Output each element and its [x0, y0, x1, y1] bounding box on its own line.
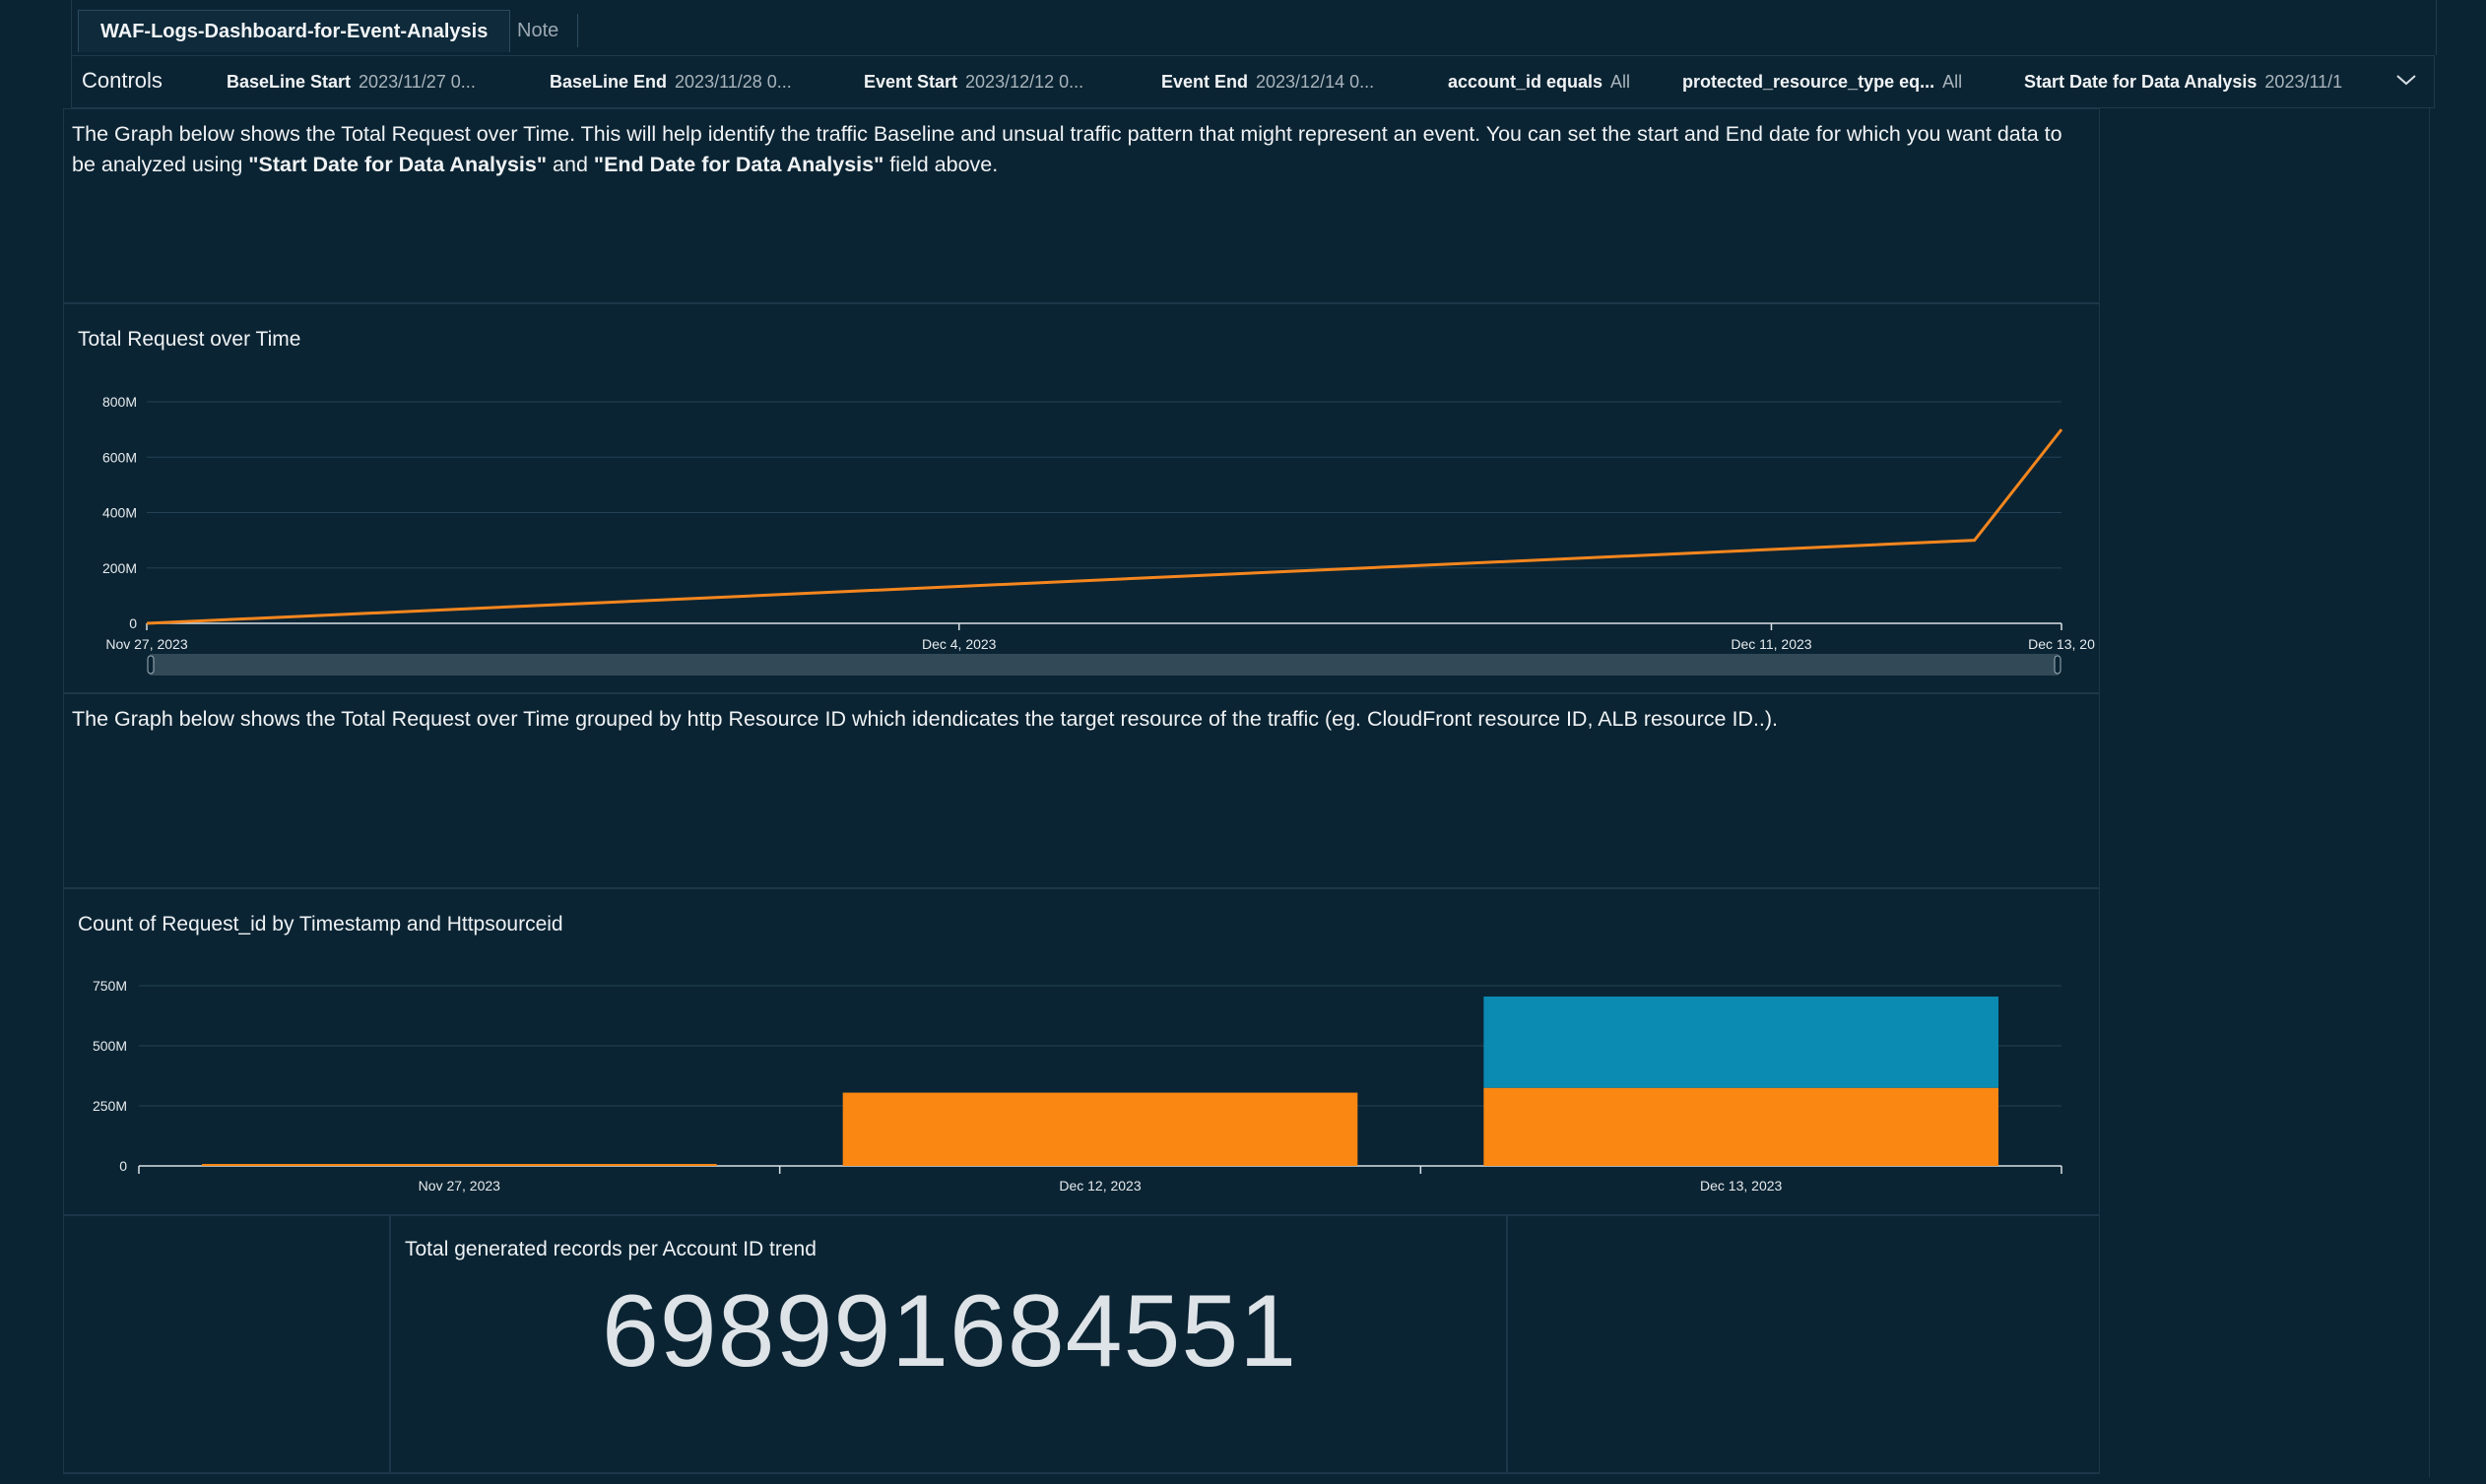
line-chart[interactable]: 0 200M 400M 600M 800M Nov 27, 2023 Dec 4, 2023… — [64, 304, 2099, 692]
bar-segment — [202, 1164, 717, 1166]
text-panel-resource: The Graph below shows the Total Request … — [63, 693, 2100, 888]
bar-segment — [1483, 996, 1998, 1088]
line-chart-title: Total Request over Time — [78, 328, 301, 351]
control-account-id[interactable]: account_id equals All — [1448, 72, 1630, 93]
kpi-panel: Total generated records per Account ID t… — [390, 1215, 1507, 1473]
range-slider-track — [149, 654, 2060, 676]
bar-chart-title: Count of Request_id by Timestamp and Htt… — [78, 913, 563, 936]
control-value: 2023/11/27 0... — [359, 72, 476, 92]
range-handle-left — [147, 655, 155, 675]
control-baseline-start[interactable]: BaseLine Start 2023/11/27 0... — [227, 72, 476, 93]
bar-chart-panel: Count of Request_id by Timestamp and Htt… — [63, 888, 2100, 1215]
empty-panel-right — [1507, 1215, 2100, 1473]
controls-title: Controls — [82, 68, 163, 93]
control-value: 2023/11/28 0... — [675, 72, 792, 92]
x-tick-label: Dec 12, 2023 — [1059, 1178, 1141, 1194]
kpi-title: Total generated records per Account ID t… — [405, 1238, 817, 1260]
description-bold-end: "End Date for Data Analysis" — [593, 153, 884, 176]
control-label: BaseLine Start — [227, 72, 352, 92]
tab-bar: WAF-Logs-Dashboard-for-Event-Analysis No… — [71, 0, 2437, 55]
bar-segment — [1483, 1087, 1998, 1166]
description-bold-start: "Start Date for Data Analysis" — [248, 153, 548, 176]
description-part: The Graph below shows the Total Request … — [72, 122, 2062, 176]
control-value: 2023/12/14 0... — [1256, 72, 1375, 92]
controls-bar: Controls BaseLine Start 2023/11/27 0... B… — [71, 55, 2435, 108]
control-value: All — [1942, 72, 1963, 92]
control-start-date[interactable]: Start Date for Data Analysis 2023/11/1 — [2024, 72, 2349, 93]
y-tick-label: 200M — [102, 560, 137, 576]
control-event-end[interactable]: Event End 2023/12/14 0... — [1161, 72, 1374, 93]
control-protected-resource-type[interactable]: protected_resource_type eq... All — [1682, 72, 1962, 93]
control-label: Start Date for Data Analysis — [2024, 72, 2257, 92]
description-text-resource: The Graph below shows the Total Request … — [72, 707, 1779, 731]
chevron-down-icon[interactable] — [2394, 68, 2418, 92]
line-series — [146, 428, 2063, 625]
control-label: Event Start — [864, 72, 958, 92]
x-tick-label: Dec 4, 2023 — [922, 636, 997, 652]
x-tick-label: Dec 13, 20 — [2028, 636, 2095, 652]
description-part: and — [547, 153, 594, 176]
y-tick-label: 0 — [119, 1158, 127, 1174]
control-label: Event End — [1161, 72, 1249, 92]
y-tick-label: 400M — [102, 505, 137, 521]
kpi-value: 698991684551 — [601, 1274, 1298, 1388]
description-text: The Graph below shows the Total Request … — [72, 119, 2091, 180]
x-tick-label: Dec 11, 2023 — [1731, 636, 1811, 652]
control-value: 2023/11/1 — [2264, 72, 2343, 92]
tab-note[interactable]: Note — [497, 10, 579, 51]
control-baseline-end[interactable]: BaseLine End 2023/11/28 0... — [550, 72, 792, 93]
control-value: All — [1610, 72, 1631, 92]
description-part: field above. — [883, 153, 999, 176]
bar-segment — [842, 1092, 1358, 1166]
right-column — [2100, 108, 2430, 1477]
bar-chart[interactable]: 0 250M 500M 750M Nov 27, 2023 Dec 12, 2023 Dec… — [64, 889, 2099, 1214]
text-panel-total-request: The Graph below shows the Total Request … — [63, 108, 2100, 303]
line-chart-panel: Total Request over Time 0 200M 400M 600M 800… — [63, 303, 2100, 693]
control-value: 2023/12/12 0... — [965, 72, 1084, 92]
control-label: BaseLine End — [550, 72, 668, 92]
range-handle-right — [2054, 655, 2061, 675]
y-tick-label: 800M — [102, 394, 137, 410]
empty-panel-left — [63, 1215, 390, 1473]
y-tick-label: 0 — [129, 615, 137, 631]
control-label: account_id equals — [1448, 72, 1603, 92]
divider — [63, 1473, 2100, 1474]
x-tick-label: Dec 13, 2023 — [1700, 1178, 1782, 1194]
control-label: protected_resource_type eq... — [1682, 72, 1935, 92]
x-tick-label: Nov 27, 2023 — [105, 636, 187, 652]
y-tick-label: 250M — [93, 1098, 127, 1114]
control-event-start[interactable]: Event Start 2023/12/12 0... — [864, 72, 1083, 93]
tab-dashboard[interactable]: WAF-Logs-Dashboard-for-Event-Analysis — [78, 10, 511, 52]
y-tick-label: 600M — [102, 449, 137, 465]
y-tick-label: 750M — [93, 978, 127, 994]
x-tick-label: Nov 27, 2023 — [419, 1178, 500, 1194]
y-tick-label: 500M — [93, 1038, 127, 1054]
